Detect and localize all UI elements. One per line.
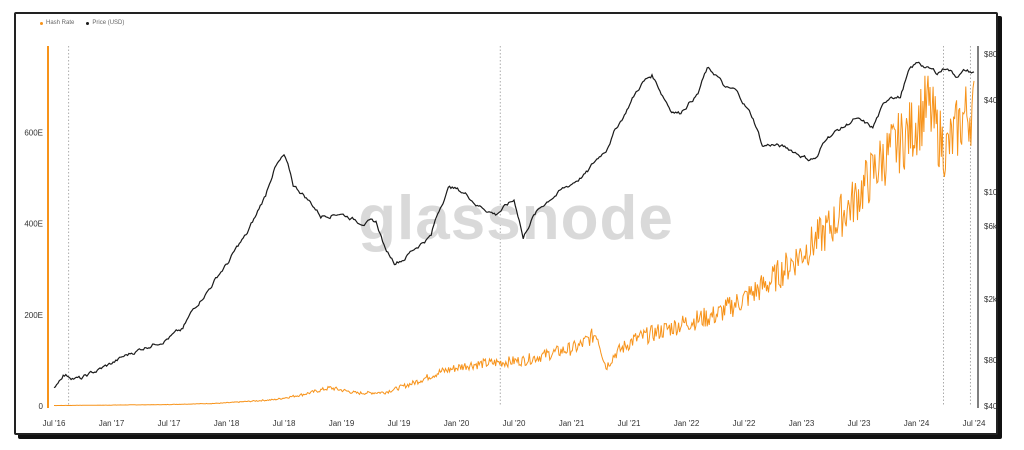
x-tick-label: Jan '21 [559,419,585,428]
price-line [53,61,975,389]
right-tick-label: $10k [984,188,996,197]
x-tick-label: Jul '17 [158,419,181,428]
x-tick-label: Jul '20 [503,419,526,428]
right-axis-ticks: $400 $800 $2k $6k $10k $40k $80k [984,50,996,411]
x-tick-label: Jan '22 [674,419,700,428]
legend-item-price[interactable]: Price (USD) [86,20,124,26]
x-tick-label: Jul '18 [273,419,296,428]
left-tick-label: 600E [24,129,43,138]
right-tick-label: $80k [984,50,996,59]
right-tick-label: $400 [984,402,996,411]
left-tick-label: 0 [39,402,44,411]
x-axis-ticks: Jul '16 Jan '17 Jul '17 Jan '18 Jul '18 Jan '… [43,419,986,428]
left-tick-label: 400E [24,220,43,229]
x-tick-label: Jan '17 [99,419,125,428]
x-tick-label: Jan '18 [214,419,240,428]
legend-dot-price [86,21,90,25]
x-tick-label: Jul '22 [733,419,756,428]
right-tick-label: $2k [984,295,996,304]
x-tick-label: Jul '16 [43,419,66,428]
legend-item-hash-rate[interactable]: Hash Rate [40,20,74,26]
x-tick-label: Jan '23 [789,419,815,428]
x-tick-label: Jul '23 [848,419,871,428]
x-tick-label: Jul '21 [618,419,641,428]
left-tick-label: 200E [24,311,43,320]
chart-frame: Hash Rate Price (USD) glassnode 0 200E 400… [14,12,998,435]
legend-dot-hash-rate [40,21,43,25]
legend: Hash Rate Price (USD) [40,20,124,26]
x-tick-label: Jul '24 [963,419,986,428]
legend-label-price: Price (USD) [92,20,125,26]
chart-svg: glassnode 0 200E 400E 600E $400 $800 $2k $6k $1… [24,46,996,428]
x-tick-label: Jan '20 [444,419,470,428]
hash-rate-line [54,75,975,407]
x-tick-label: Jul '19 [388,419,411,428]
left-axis-ticks: 0 200E 400E 600E [24,129,43,411]
right-tick-label: $800 [984,356,996,365]
watermark: glassnode [358,184,674,253]
right-tick-label: $6k [984,222,996,231]
x-tick-label: Jan '24 [904,419,930,428]
legend-label-hash-rate: Hash Rate [46,20,75,26]
x-tick-label: Jan '19 [329,419,355,428]
vertical-guides [68,46,971,406]
right-tick-label: $40k [984,96,996,105]
